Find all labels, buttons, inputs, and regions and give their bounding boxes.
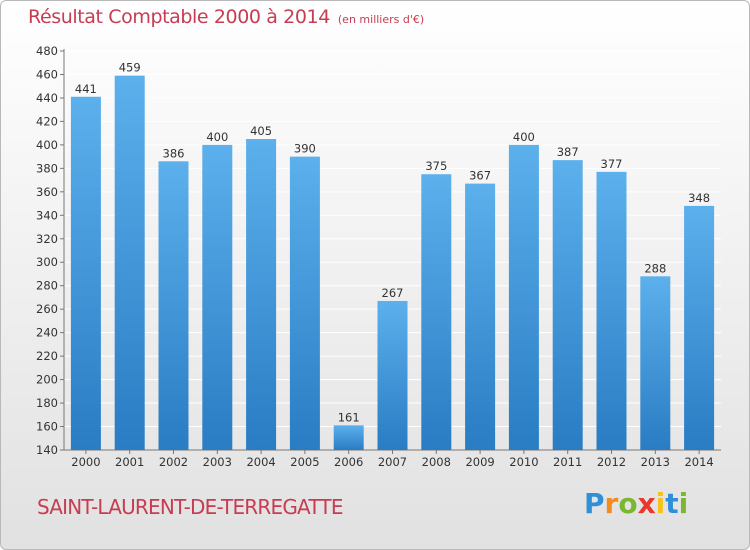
data-label: 387 [557, 145, 579, 159]
y-tick-label: 380 [36, 161, 58, 175]
bar [289, 156, 320, 450]
y-tick-label: 440 [36, 91, 58, 105]
data-label: 348 [688, 191, 710, 205]
data-label: 400 [206, 130, 228, 144]
data-label: 377 [601, 157, 623, 171]
bar [596, 171, 627, 450]
logo-letter: i [655, 487, 666, 520]
x-tick-label: 2002 [159, 455, 188, 469]
y-tick-label: 180 [36, 396, 58, 410]
logo-letter: r [604, 487, 619, 520]
commune-name: SAINT-LAURENT-DE-TERREGATTE [37, 495, 343, 519]
proxiti-logo: Proxiti [584, 487, 688, 520]
x-tick-label: 2007 [378, 455, 407, 469]
bar [377, 300, 408, 450]
data-label: 288 [644, 261, 666, 275]
y-tick-label: 480 [36, 44, 58, 58]
bar [70, 96, 101, 451]
x-tick-label: 2013 [641, 455, 670, 469]
y-tick-label: 240 [36, 326, 58, 340]
x-tick-label: 2014 [684, 455, 713, 469]
data-label: 375 [425, 159, 447, 173]
logo-letter: t [665, 487, 679, 520]
title-row: Résultat Comptable 2000 à 2014 (en millie… [28, 6, 424, 28]
logo-letter: o [618, 487, 638, 520]
y-tick-label: 140 [36, 443, 58, 457]
x-tick-label: 2006 [334, 455, 363, 469]
y-tick-label: 260 [36, 302, 58, 316]
y-tick-label: 160 [36, 420, 58, 434]
y-tick-label: 280 [36, 279, 58, 293]
bar [640, 276, 671, 450]
bar [246, 139, 277, 450]
data-label: 367 [469, 169, 491, 183]
data-label: 161 [338, 410, 360, 424]
x-tick-label: 2008 [422, 455, 451, 469]
logo-letter: P [584, 487, 605, 520]
bar [158, 161, 189, 450]
data-label: 441 [75, 82, 97, 96]
bar [684, 205, 715, 450]
y-tick-label: 360 [36, 185, 58, 199]
bar [114, 75, 145, 451]
y-tick-label: 320 [36, 232, 58, 246]
x-tick-label: 2009 [465, 455, 494, 469]
bar [508, 144, 539, 450]
bar [465, 183, 496, 450]
bar [333, 425, 364, 450]
y-tick-label: 340 [36, 208, 58, 222]
y-tick-label: 420 [36, 114, 58, 128]
logo-letter: x [637, 487, 656, 520]
x-tick-label: 2004 [246, 455, 275, 469]
x-tick-label: 2010 [509, 455, 538, 469]
y-tick-label: 220 [36, 349, 58, 363]
chart-title: Résultat Comptable 2000 à 2014 [28, 6, 330, 28]
logo-letter: i [678, 487, 689, 520]
x-tick-label: 2001 [115, 455, 144, 469]
x-tick-label: 2011 [553, 455, 582, 469]
data-label: 386 [163, 146, 185, 160]
x-tick-label: 2005 [290, 455, 319, 469]
y-tick-label: 460 [36, 67, 58, 81]
x-tick-label: 2000 [71, 455, 100, 469]
data-label: 459 [119, 61, 141, 75]
data-label: 405 [250, 124, 272, 138]
data-label: 390 [294, 142, 316, 156]
y-tick-label: 200 [36, 373, 58, 387]
chart-subtitle: (en milliers d'€) [337, 13, 425, 26]
data-label: 400 [513, 130, 535, 144]
bar [552, 160, 583, 450]
y-tick-label: 400 [36, 138, 58, 152]
x-tick-label: 2012 [597, 455, 626, 469]
bar [202, 144, 233, 450]
data-label: 267 [382, 286, 404, 300]
bar [421, 174, 452, 450]
y-tick-label: 300 [36, 255, 58, 269]
x-tick-label: 2003 [203, 455, 232, 469]
